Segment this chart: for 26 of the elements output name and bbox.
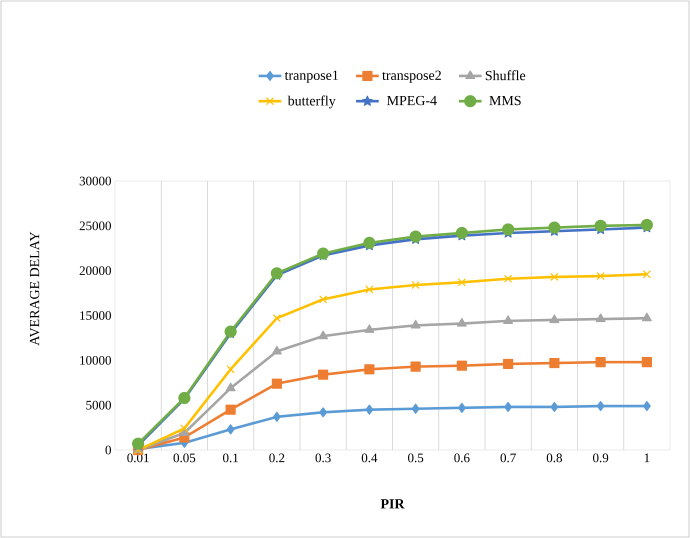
x-tick-label: 0.5 <box>408 454 424 462</box>
legend-label: MPEG-4 <box>387 96 437 106</box>
legend-label: butterfly <box>288 96 336 108</box>
x-tick-label: 0.4 <box>362 454 378 462</box>
x-tick-label: 0.3 <box>316 454 331 462</box>
x-tick-label: 0.05 <box>174 454 196 462</box>
x-tick-label: 0.7 <box>500 454 516 462</box>
legend-label: Shuffle <box>486 70 526 80</box>
y-tick-label: 0 <box>106 446 111 454</box>
y-tick-label: 10000 <box>80 356 111 365</box>
x-tick-label: 0.8 <box>546 454 562 462</box>
x-tick-label: 0.1 <box>223 454 238 462</box>
x-tick-label: 0.9 <box>593 454 608 462</box>
y-tick-label: 25000 <box>80 221 111 230</box>
y-tick-label: 15000 <box>80 311 111 320</box>
x-tick-label: 0.2 <box>269 454 284 462</box>
y-tick-label: 30000 <box>80 176 111 186</box>
legend-label: MMS <box>489 96 521 106</box>
x-tick-label: 1 <box>644 454 650 462</box>
legend-label: tranpose1 <box>284 70 338 83</box>
y-axis-title: AVERAGE DELAY <box>30 232 40 346</box>
x-axis-title: PIR <box>380 499 405 508</box>
y-tick-label: 5000 <box>86 400 111 410</box>
x-tick-label: 0.6 <box>454 454 470 462</box>
y-tick-label: 20000 <box>80 266 111 276</box>
legend-label: transpose2 <box>382 70 441 83</box>
